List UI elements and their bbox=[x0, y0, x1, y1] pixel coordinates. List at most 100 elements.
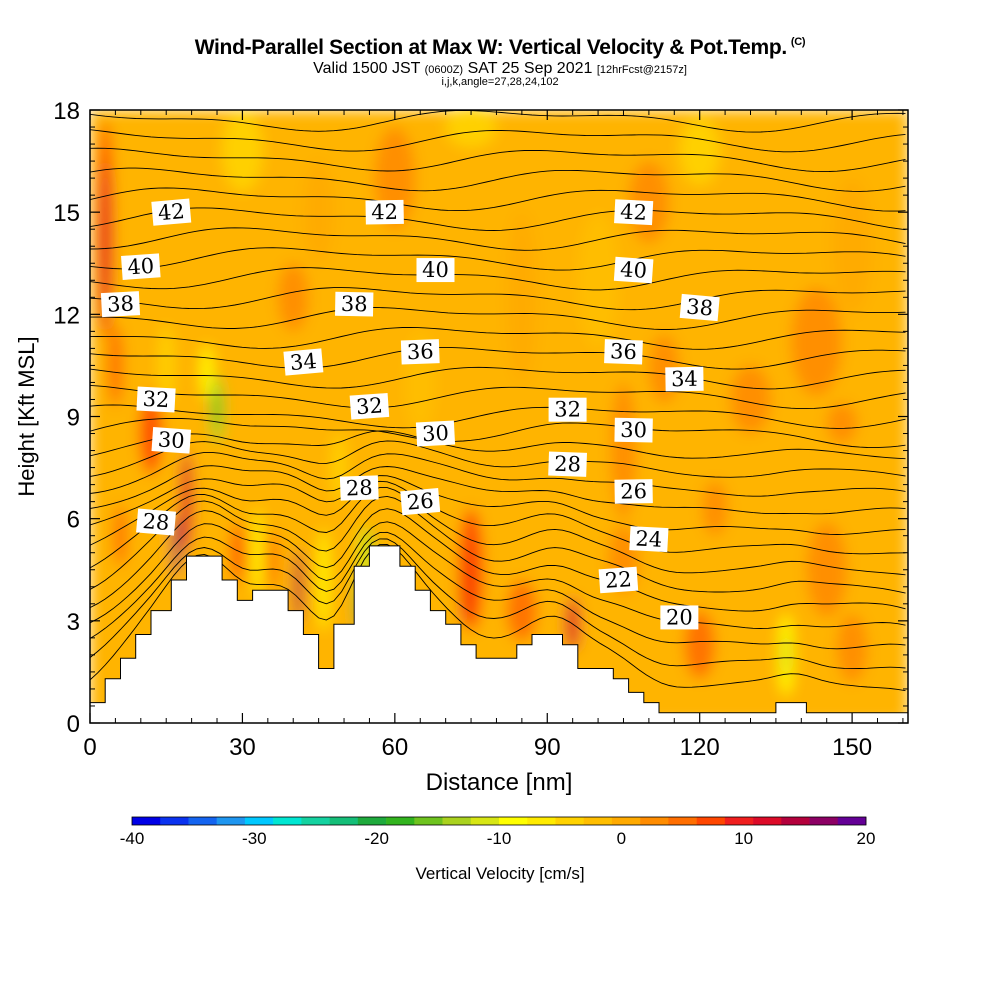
theta-label-box bbox=[548, 451, 587, 477]
theta-label: 42 bbox=[365, 199, 404, 225]
theta-label-text: 30 bbox=[620, 418, 647, 442]
theta-label-text: 34 bbox=[289, 349, 318, 375]
theta-contour-line bbox=[90, 404, 906, 429]
x-tick-label: 90 bbox=[534, 734, 561, 761]
theta-label: 30 bbox=[614, 417, 653, 443]
colorbar-swatch bbox=[244, 817, 274, 825]
colorbar: -40 -30 -20 -10 0 10 20 bbox=[120, 816, 876, 848]
x-tick-label: 60 bbox=[381, 734, 408, 761]
colorbar-label: Vertical Velocity [cm/s] bbox=[415, 864, 585, 883]
colorbar-tick-label: -40 bbox=[120, 829, 145, 848]
theta-label: 36 bbox=[400, 339, 440, 365]
theta-contour-line bbox=[90, 440, 906, 478]
colorbar-swatch bbox=[668, 817, 697, 825]
theta-label-box bbox=[151, 427, 192, 454]
theta-contour-line bbox=[90, 129, 906, 153]
theta-label-box bbox=[614, 199, 654, 226]
theta-contour-line bbox=[90, 475, 906, 535]
colorbar-swatch bbox=[640, 817, 669, 825]
theta-label-box bbox=[349, 392, 390, 420]
theta-label-text: 22 bbox=[604, 567, 632, 593]
contour-labels: 42 42 42 40 40 40 38 38 38 36 36 34 34 32 32 32 30 30 30 28… bbox=[100, 198, 720, 630]
theta-contour-line bbox=[90, 110, 906, 133]
theta-label-text: 24 bbox=[635, 526, 663, 551]
colorbar-swatch bbox=[753, 817, 782, 825]
terrain bbox=[89, 545, 909, 724]
theta-label: 26 bbox=[614, 479, 653, 504]
theta-label-text: 32 bbox=[355, 393, 383, 419]
theta-contour-line bbox=[90, 531, 906, 650]
theta-contour-line bbox=[90, 495, 906, 594]
colorbar-tick-label: 10 bbox=[734, 829, 753, 848]
theta-contour-line bbox=[90, 207, 906, 231]
theta-label: 40 bbox=[121, 253, 161, 280]
theta-label: 38 bbox=[100, 291, 141, 318]
theta-label: 36 bbox=[604, 339, 643, 365]
theta-label-text: 38 bbox=[341, 292, 368, 316]
title-text: Wind-Parallel Section at Max W: Vertical… bbox=[194, 36, 788, 59]
theta-label-box bbox=[151, 198, 192, 226]
theta-label-box bbox=[660, 605, 699, 630]
theta-label-box bbox=[334, 291, 374, 317]
theta-label: 38 bbox=[334, 291, 374, 317]
theta-contour-line bbox=[90, 326, 906, 350]
colorbar-swatch bbox=[611, 817, 641, 825]
theta-label-box bbox=[614, 417, 653, 443]
theta-label: 34 bbox=[665, 366, 704, 392]
theta-label-box bbox=[679, 293, 720, 322]
theta-contour-line bbox=[90, 346, 906, 370]
theta-label-text: 26 bbox=[620, 479, 647, 503]
theta-label-text: 38 bbox=[107, 291, 135, 316]
valid-date: SAT 25 Sep 2021 bbox=[467, 60, 593, 77]
colorbar-swatch bbox=[837, 817, 867, 825]
theta-label-text: 32 bbox=[554, 398, 581, 422]
colorbar-swatch bbox=[357, 817, 387, 825]
theta-label-text: 40 bbox=[619, 257, 647, 283]
theta-label-box bbox=[339, 475, 379, 501]
theta-label: 32 bbox=[349, 392, 390, 420]
theta-label: 42 bbox=[151, 198, 192, 226]
theta-label-text: 30 bbox=[422, 421, 450, 446]
colorbar-swatch bbox=[555, 817, 584, 825]
theta-label: 28 bbox=[339, 475, 379, 501]
theta-label-box bbox=[614, 479, 653, 504]
theta-label-text: 28 bbox=[554, 452, 582, 477]
theta-contour-line bbox=[90, 538, 906, 670]
y-tick-label: 9 bbox=[67, 405, 80, 432]
theta-label-text: 42 bbox=[620, 199, 648, 224]
theta-contour-line bbox=[90, 147, 906, 173]
theta-label: 24 bbox=[629, 526, 669, 553]
y-tick-label: 15 bbox=[53, 200, 80, 227]
theta-label: 32 bbox=[548, 397, 587, 422]
theta-label-box bbox=[136, 386, 176, 413]
theta-label-text: 42 bbox=[371, 200, 398, 224]
theta-label-text: 42 bbox=[157, 199, 186, 225]
y-tick-label: 18 bbox=[53, 98, 80, 125]
colorbar-swatch bbox=[724, 817, 754, 825]
theta-label-box bbox=[416, 258, 455, 283]
theta-label-text: 28 bbox=[142, 509, 171, 535]
theta-label-box bbox=[598, 566, 639, 594]
theta-contour-line bbox=[90, 247, 906, 271]
chart-title: Wind-Parallel Section at Max W: Vertical… bbox=[0, 36, 1000, 60]
theta-label: 22 bbox=[598, 566, 639, 594]
theta-contour-line bbox=[90, 465, 906, 515]
theta-label-text: 32 bbox=[142, 387, 170, 412]
theta-label-box bbox=[604, 339, 643, 365]
x-tick-label: 30 bbox=[229, 734, 256, 761]
colorbar-swatch bbox=[499, 817, 528, 825]
valid-time: Valid 1500 JST bbox=[313, 60, 421, 77]
theta-contour-line bbox=[90, 287, 906, 311]
forecast-info: [12hrFcst@2157z] bbox=[596, 64, 687, 76]
colorbar-swatch bbox=[329, 817, 359, 825]
x-axis-label: Distance [nm] bbox=[426, 769, 573, 796]
theta-label-box bbox=[415, 420, 456, 447]
theta-label-box bbox=[400, 488, 441, 516]
theta-contour-line bbox=[90, 366, 906, 390]
theta-label: 42 bbox=[614, 199, 654, 226]
theta-contour-line bbox=[90, 384, 906, 410]
theta-contour-line bbox=[90, 544, 906, 692]
colorbar-tick-label: 20 bbox=[857, 829, 876, 848]
